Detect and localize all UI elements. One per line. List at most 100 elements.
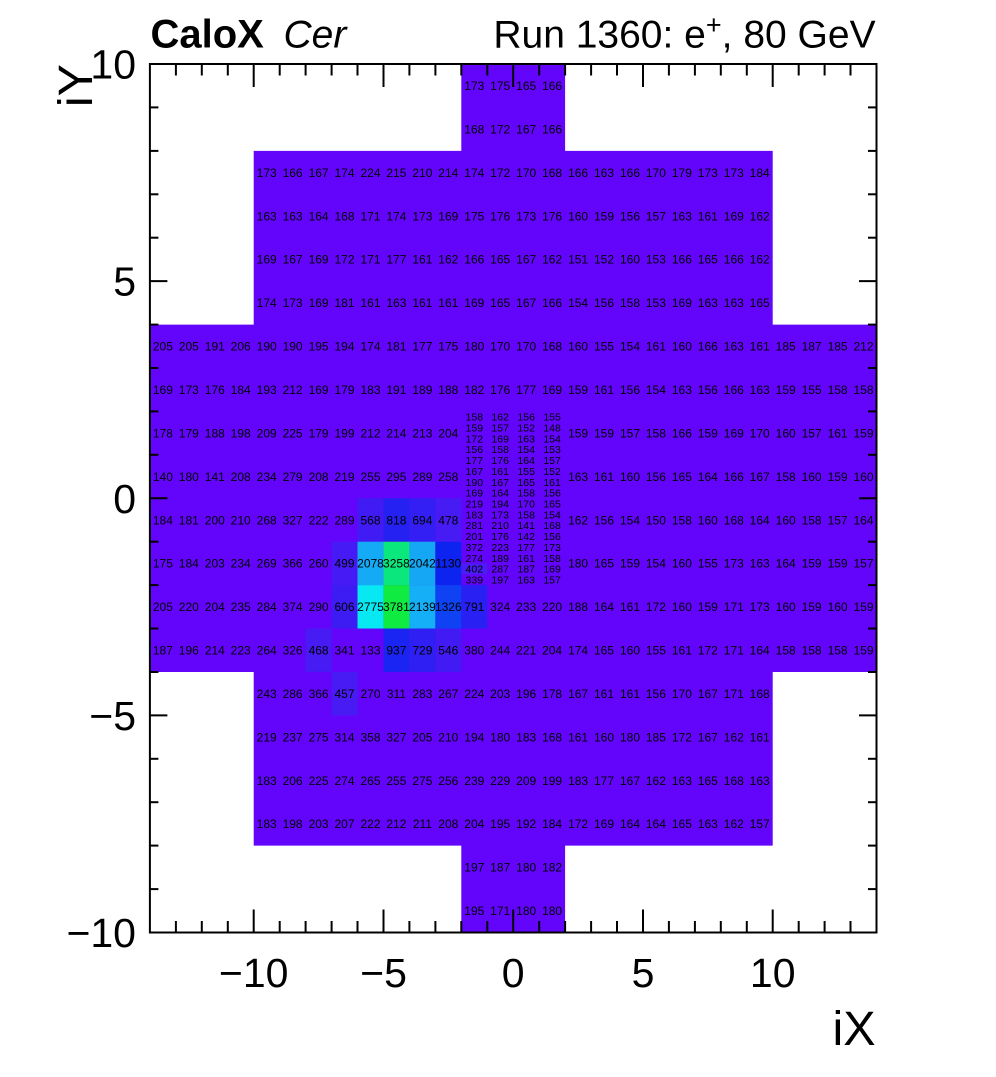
svg-text:184: 184	[750, 166, 770, 180]
svg-text:5: 5	[113, 259, 136, 305]
svg-text:158: 158	[466, 412, 484, 424]
svg-text:183: 183	[257, 774, 277, 788]
svg-text:196: 196	[516, 687, 536, 701]
svg-text:275: 275	[412, 774, 432, 788]
svg-text:183: 183	[568, 774, 588, 788]
svg-text:Cer: Cer	[284, 14, 349, 57]
svg-text:157: 157	[543, 574, 561, 586]
svg-text:174: 174	[360, 340, 380, 354]
svg-text:179: 179	[309, 426, 329, 440]
svg-text:161: 161	[491, 466, 509, 478]
svg-text:212: 212	[853, 340, 873, 354]
svg-text:161: 161	[750, 730, 770, 744]
svg-text:314: 314	[334, 730, 354, 744]
svg-text:163: 163	[283, 209, 303, 223]
svg-text:222: 222	[309, 513, 329, 527]
svg-text:163: 163	[724, 296, 744, 310]
svg-text:170: 170	[517, 498, 535, 510]
svg-text:205: 205	[179, 340, 199, 354]
svg-text:234: 234	[257, 470, 277, 484]
svg-text:180: 180	[179, 470, 199, 484]
svg-text:223: 223	[231, 644, 251, 658]
svg-text:183: 183	[466, 509, 484, 521]
svg-text:172: 172	[568, 817, 588, 831]
svg-text:162: 162	[568, 513, 588, 527]
svg-text:275: 275	[309, 730, 329, 744]
svg-text:290: 290	[309, 600, 329, 614]
svg-text:200: 200	[205, 513, 225, 527]
svg-text:CaloX: CaloX	[151, 13, 265, 57]
svg-text:−10: −10	[66, 910, 136, 956]
svg-text:380: 380	[464, 644, 484, 658]
svg-text:167: 167	[466, 466, 484, 478]
svg-text:205: 205	[153, 600, 173, 614]
svg-text:185: 185	[828, 340, 848, 354]
svg-text:191: 191	[386, 383, 406, 397]
svg-text:176: 176	[490, 209, 510, 223]
svg-text:791: 791	[464, 600, 484, 614]
svg-text:170: 170	[516, 340, 536, 354]
svg-text:141: 141	[205, 470, 225, 484]
svg-text:159: 159	[466, 422, 484, 434]
svg-text:5: 5	[632, 950, 655, 996]
svg-text:187: 187	[517, 564, 535, 576]
svg-text:163: 163	[750, 383, 770, 397]
svg-text:166: 166	[672, 426, 692, 440]
svg-text:158: 158	[517, 488, 535, 500]
svg-text:156: 156	[594, 296, 614, 310]
svg-text:197: 197	[464, 861, 484, 875]
svg-text:198: 198	[231, 426, 251, 440]
svg-text:174: 174	[464, 166, 484, 180]
svg-text:167: 167	[698, 687, 718, 701]
svg-text:207: 207	[334, 817, 354, 831]
svg-text:164: 164	[594, 600, 614, 614]
svg-text:177: 177	[412, 340, 432, 354]
svg-text:204: 204	[464, 817, 484, 831]
svg-text:188: 188	[438, 383, 458, 397]
svg-text:160: 160	[568, 209, 588, 223]
svg-text:289: 289	[412, 470, 432, 484]
svg-text:214: 214	[438, 166, 458, 180]
svg-text:191: 191	[205, 340, 225, 354]
svg-text:219: 219	[257, 730, 277, 744]
svg-text:568: 568	[360, 513, 380, 527]
svg-text:161: 161	[360, 296, 380, 310]
svg-text:158: 158	[776, 470, 796, 484]
svg-text:180: 180	[568, 557, 588, 571]
svg-text:260: 260	[309, 557, 329, 571]
svg-text:169: 169	[309, 253, 329, 267]
svg-text:209: 209	[257, 426, 277, 440]
svg-text:172: 172	[672, 730, 692, 744]
svg-text:165: 165	[750, 296, 770, 310]
svg-text:220: 220	[179, 600, 199, 614]
svg-text:185: 185	[776, 340, 796, 354]
svg-text:194: 194	[491, 498, 509, 510]
svg-text:180: 180	[490, 730, 510, 744]
svg-text:180: 180	[464, 340, 484, 354]
svg-text:171: 171	[360, 253, 380, 267]
svg-text:3781: 3781	[383, 600, 410, 614]
svg-text:195: 195	[490, 817, 510, 831]
svg-text:150: 150	[646, 513, 666, 527]
svg-text:161: 161	[594, 470, 614, 484]
svg-text:154: 154	[620, 513, 640, 527]
svg-text:358: 358	[360, 730, 380, 744]
svg-text:269: 269	[257, 557, 277, 571]
svg-text:212: 212	[386, 817, 406, 831]
svg-text:154: 154	[543, 433, 561, 445]
svg-text:239: 239	[464, 774, 484, 788]
svg-text:168: 168	[724, 774, 744, 788]
svg-text:174: 174	[568, 644, 588, 658]
svg-text:159: 159	[568, 383, 588, 397]
svg-text:160: 160	[802, 470, 822, 484]
svg-text:258: 258	[438, 470, 458, 484]
svg-text:167: 167	[309, 166, 329, 180]
svg-text:163: 163	[672, 209, 692, 223]
svg-text:197: 197	[491, 574, 509, 586]
svg-text:177: 177	[466, 455, 484, 467]
svg-text:Run 1360: e+, 80 GeV: Run 1360: e+, 80 GeV	[493, 10, 875, 57]
svg-text:159: 159	[853, 644, 873, 658]
svg-text:279: 279	[283, 470, 303, 484]
svg-text:222: 222	[360, 817, 380, 831]
svg-text:206: 206	[231, 340, 251, 354]
